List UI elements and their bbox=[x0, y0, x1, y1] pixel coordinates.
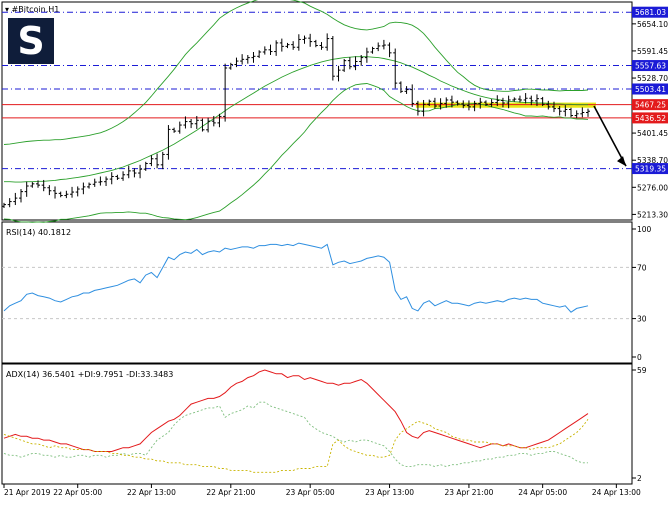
rsi-line bbox=[3, 242, 589, 313]
rsi-panel-frame bbox=[1, 221, 633, 364]
time-tick-label: 22 Apr 21:00 bbox=[206, 488, 255, 497]
price-level-tag bbox=[632, 163, 668, 175]
price-level-tag bbox=[632, 60, 668, 72]
time-tick-label: 23 Apr 05:00 bbox=[286, 488, 335, 497]
chart-title: ▾ #Bitcoin,H1 bbox=[5, 5, 59, 14]
price-tick-label: 5401.45 bbox=[637, 129, 668, 138]
logo-icon: S bbox=[7, 16, 57, 66]
price-level-tag bbox=[632, 83, 668, 95]
price-level-tag bbox=[632, 112, 668, 124]
time-tick-label: 23 Apr 21:00 bbox=[444, 488, 493, 497]
price-tick-label: 5591.45 bbox=[637, 47, 668, 56]
rsi-tick-label: 0 bbox=[637, 353, 642, 362]
time-tick-label: 24 Apr 05:00 bbox=[518, 488, 567, 497]
adx-panel-frame bbox=[1, 363, 633, 485]
time-tick-label: 23 Apr 13:00 bbox=[365, 488, 414, 497]
rsi-tick-label: 30 bbox=[637, 315, 647, 324]
time-tick-label: 22 Apr 05:00 bbox=[53, 488, 102, 497]
support-highlight-zone bbox=[415, 102, 596, 108]
adx-tick-label: 2 bbox=[637, 474, 642, 483]
rsi-label: RSI(14) 40.1812 bbox=[6, 228, 71, 237]
price-level-label: 5467.25 bbox=[635, 101, 666, 110]
adx-line bbox=[3, 369, 589, 452]
price-panel-frame bbox=[1, 1, 633, 221]
price-tick-label: 5276.00 bbox=[637, 183, 668, 192]
time-tick-label: 21 Apr 2019 bbox=[4, 488, 51, 497]
price-level-label: 5557.63 bbox=[635, 62, 666, 71]
price-tick-label: 5654.10 bbox=[637, 20, 668, 29]
price-level-tag bbox=[632, 6, 668, 18]
rsi-tick-label: 100 bbox=[637, 225, 652, 234]
forecast-arrow-head bbox=[617, 156, 626, 167]
time-tick-label: 22 Apr 13:00 bbox=[127, 488, 176, 497]
forecast-arrow-line bbox=[593, 105, 627, 167]
adx-panel: 59 2 bbox=[3, 366, 647, 483]
logo-letter: S bbox=[17, 19, 44, 63]
price-level-label: 5319.35 bbox=[635, 165, 666, 174]
di-plus-line bbox=[3, 401, 588, 468]
time-axis: 21 Apr 2019 22 Apr 05:00 22 Apr 13:00 22 Ap… bbox=[3, 484, 641, 497]
price-level-tag bbox=[632, 99, 668, 111]
price-tick-label: 5528.70 bbox=[637, 74, 668, 83]
price-level-label: 5681.03 bbox=[635, 8, 666, 17]
rsi-panel: 100 70 30 0 bbox=[2, 225, 652, 362]
bollinger-lower-line bbox=[3, 83, 589, 223]
rsi-tick-label: 70 bbox=[637, 263, 647, 272]
bollinger-upper-line bbox=[3, 0, 589, 145]
bollinger-middle-line bbox=[4, 56, 588, 183]
price-level-label: 5503.41 bbox=[635, 85, 666, 94]
di-minus-line bbox=[3, 419, 589, 473]
adx-label: ADX(14) 36.5401 +DI:9.7951 -DI:33.3483 bbox=[6, 370, 173, 379]
price-panel: 5654.10 5591.45 5528.70 5401.45 5338.70 5276.… bbox=[2, 0, 668, 223]
price-tick-label: 5213.30 bbox=[637, 210, 668, 219]
price-level-label: 5436.52 bbox=[635, 114, 666, 123]
time-tick-label: 24 Apr 13:00 bbox=[592, 488, 641, 497]
price-tick-label: 5338.70 bbox=[637, 156, 668, 165]
adx-tick-label: 59 bbox=[637, 366, 647, 375]
